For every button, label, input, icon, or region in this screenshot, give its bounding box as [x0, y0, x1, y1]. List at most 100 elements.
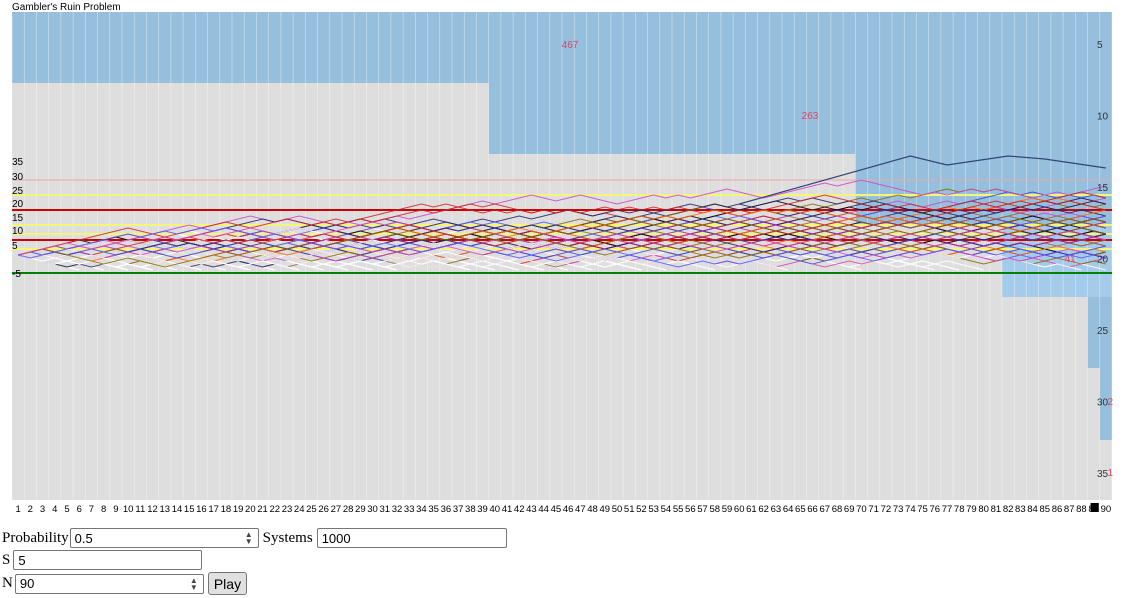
x-tick-label: 10: [123, 504, 134, 515]
x-tick-label: 74: [905, 504, 916, 515]
x-tick-label: 62: [758, 504, 769, 515]
x-tick-label: 21: [257, 504, 268, 515]
x-tick-label: 52: [636, 504, 647, 515]
y-tick-label-left: 5: [12, 241, 18, 252]
ruin-count-label: 467: [562, 40, 579, 51]
play-button[interactable]: Play: [207, 572, 248, 595]
x-tick-label: 31: [379, 504, 390, 515]
controls-row-2: S 5: [2, 550, 203, 570]
x-tick-label: 24: [294, 504, 305, 515]
x-tick-label: 19: [233, 504, 244, 515]
controls-row-1: Probability 0.5 ▲ ▼ Systems 1000: [2, 528, 507, 548]
x-tick-label: 42: [514, 504, 525, 515]
x-tick-label: 80: [978, 504, 989, 515]
x-tick-label: 26: [318, 504, 329, 515]
chart-title: Gambler's Ruin Problem: [12, 2, 121, 13]
x-tick-label: 48: [587, 504, 598, 515]
x-tick-label: 14: [172, 504, 183, 515]
x-tick-label: 83: [1015, 504, 1026, 515]
x-tick-label: 58: [709, 504, 720, 515]
y-tick-label-right: 30: [1097, 398, 1109, 409]
walk-path: [17, 227, 1107, 268]
x-tick-label: 56: [685, 504, 696, 515]
ruin-count-label: 1: [1107, 468, 1113, 479]
x-tick-label: 18: [221, 504, 232, 515]
x-tick-label: 23: [282, 504, 293, 515]
probability-input[interactable]: 0.5 ▲ ▼: [69, 528, 259, 548]
x-tick-label: 66: [807, 504, 818, 515]
x-tick-label: 15: [184, 504, 195, 515]
ruin-region: [12, 12, 1112, 440]
x-tick-label: 88: [1076, 504, 1087, 515]
x-tick-label: 86: [1052, 504, 1063, 515]
x-tick-label: 84: [1027, 504, 1038, 515]
walk-path: [17, 242, 1082, 271]
x-tick-label: 70: [856, 504, 867, 515]
n-input[interactable]: 90 ▲ ▼: [14, 573, 204, 594]
x-tick-label: 44: [538, 504, 549, 515]
x-tick-label: 59: [722, 504, 733, 515]
probability-label: Probability: [2, 529, 69, 546]
x-tick-label: 27: [331, 504, 342, 515]
x-tick-label: 36: [441, 504, 452, 515]
x-tick-label: 34: [416, 504, 427, 515]
x-tick-label: 65: [795, 504, 806, 515]
x-tick-label: 7: [89, 504, 94, 515]
x-tick-label: 75: [917, 504, 928, 515]
systems-label: Systems: [262, 529, 313, 546]
ruin-count-label: 263: [802, 111, 819, 122]
spinner-icon[interactable]: ▲ ▼: [189, 575, 198, 592]
x-tick-label: 85: [1039, 504, 1050, 515]
x-tick-label: 9: [113, 504, 118, 515]
walk-path: [17, 179, 1107, 259]
walk-path: [17, 218, 1107, 268]
x-tick-label: 60: [734, 504, 745, 515]
x-tick-label: 78: [954, 504, 965, 515]
spinner-icon[interactable]: ▲ ▼: [244, 530, 253, 546]
x-tick-label: 47: [575, 504, 586, 515]
x-tick-label: 51: [624, 504, 635, 515]
x-tick-label: 35: [428, 504, 439, 515]
x-tick-label: 76: [929, 504, 940, 515]
s-label: S: [2, 551, 11, 568]
y-tick-label-left: 25: [12, 186, 24, 197]
x-tick-label: 73: [893, 504, 904, 515]
current-step-marker: [1090, 503, 1099, 512]
y-tick-label-right: 35: [1097, 469, 1109, 480]
x-tick-label: 4: [52, 504, 57, 515]
x-tick-label: 38: [465, 504, 476, 515]
x-tick-label: 16: [196, 504, 207, 515]
x-tick-label: 43: [526, 504, 537, 515]
s-value: 5: [18, 552, 26, 568]
y-tick-label-right: 20: [1097, 255, 1109, 266]
x-tick-label: 25: [306, 504, 317, 515]
x-tick-label: 37: [453, 504, 464, 515]
y-tick-label-left: 15: [12, 213, 24, 224]
y-tick-label-left: 20: [12, 199, 24, 210]
x-tick-label: 12: [147, 504, 158, 515]
x-tick-label: 46: [563, 504, 574, 515]
probability-value: 0.5: [74, 530, 93, 546]
x-tick-label: 40: [489, 504, 500, 515]
x-tick-label: 11: [135, 504, 145, 515]
x-tick-label: 81: [991, 504, 1002, 515]
y-tick-label-left: 30: [12, 172, 24, 183]
x-tick-label: 1: [15, 504, 20, 515]
x-tick-label: 63: [771, 504, 782, 515]
x-tick-label: 72: [881, 504, 892, 515]
x-tick-label: 61: [746, 504, 757, 515]
x-tick-label: 79: [966, 504, 977, 515]
x-tick-label: 20: [245, 504, 256, 515]
n-label: N: [2, 575, 13, 591]
x-tick-label: 53: [648, 504, 659, 515]
walk-path: [17, 233, 1107, 265]
x-tick-label: 90: [1101, 504, 1112, 515]
systems-input[interactable]: 1000: [316, 528, 507, 548]
x-tick-label: 55: [673, 504, 684, 515]
x-tick-label: 29: [355, 504, 366, 515]
s-input[interactable]: 5: [13, 550, 203, 570]
y-tick-label-right: 5: [1097, 40, 1103, 51]
y-tick-label-left: -5: [12, 269, 21, 280]
x-tick-label: 28: [343, 504, 354, 515]
